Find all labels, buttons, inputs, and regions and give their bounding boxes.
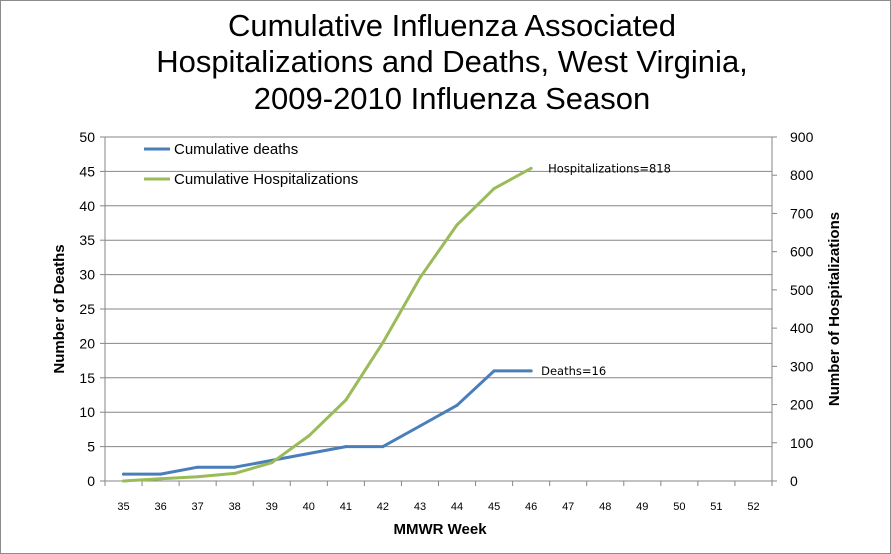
data-point — [159, 472, 163, 476]
x-tick-label: 35 — [117, 501, 129, 513]
y-left-tick-label: 10 — [79, 404, 95, 420]
data-point — [307, 451, 311, 455]
y-left-axis-label: Number of Deaths — [51, 244, 68, 373]
y-right-tick-label: 100 — [790, 435, 814, 451]
y-left-tick-label: 50 — [79, 129, 95, 145]
x-tick-label: 40 — [303, 501, 315, 513]
y-left-tick-label: 5 — [87, 439, 95, 455]
x-tick-label: 46 — [525, 501, 537, 513]
x-tick-label: 44 — [451, 501, 463, 513]
x-tick-label: 47 — [562, 501, 574, 513]
data-point — [418, 276, 422, 280]
y-left-tick-label: 15 — [79, 370, 95, 386]
data-point — [196, 475, 200, 479]
y-right-tick-labels: 0 100 200 300 400 500 600 700 800 900 — [790, 129, 814, 489]
legend: Cumulative deaths Cumulative Hospitaliza… — [144, 141, 358, 188]
y-left-tick-label: 25 — [79, 301, 95, 317]
x-axis-label: MMWR Week — [393, 521, 487, 538]
y-left-tick-label: 35 — [79, 232, 95, 248]
data-point — [122, 472, 126, 476]
series-line-hospitalizations — [122, 166, 533, 483]
x-tick-label: 52 — [747, 501, 759, 513]
end-label-hospitalizations: Hospitalizations=818 — [548, 161, 671, 175]
series — [122, 166, 533, 483]
x-tick-label: 43 — [414, 501, 426, 513]
y-left-tick-label: 45 — [79, 163, 95, 179]
data-point — [307, 434, 311, 438]
x-tick-label: 51 — [710, 501, 722, 513]
x-tick-label: 41 — [340, 501, 352, 513]
chart-title: Cumulative Influenza Associated Hospital… — [156, 8, 748, 116]
data-point — [418, 424, 422, 428]
y-left-tick-label: 40 — [79, 198, 95, 214]
y-right-tick-label: 200 — [790, 397, 814, 413]
legend-label-deaths: Cumulative deaths — [174, 141, 298, 158]
x-tick-label: 48 — [599, 501, 611, 513]
y-right-tick-label: 800 — [790, 167, 814, 183]
data-point — [344, 445, 348, 449]
x-tick-label: 50 — [673, 501, 685, 513]
x-tick-labels: 35 36 37 38 39 40 41 42 43 44 45 46 47 48 49 50 51 52 — [117, 501, 759, 513]
data-point — [233, 465, 237, 469]
x-tick-label: 42 — [377, 501, 389, 513]
data-point — [381, 341, 385, 345]
data-point — [492, 187, 496, 191]
y-right-tick-label: 700 — [790, 205, 814, 221]
data-point — [344, 398, 348, 402]
y-right-tick-label: 400 — [790, 320, 814, 336]
y-right-tick-label: 300 — [790, 358, 814, 374]
axes — [100, 136, 777, 486]
y-left-tick-label: 0 — [87, 473, 95, 489]
y-right-tick-label: 900 — [790, 129, 814, 145]
y-right-tick-label: 0 — [790, 473, 798, 489]
x-tick-label: 45 — [488, 501, 500, 513]
data-point — [492, 369, 496, 373]
y-left-tick-label: 20 — [79, 335, 95, 351]
data-point — [270, 461, 274, 465]
x-tick-label: 36 — [154, 501, 166, 513]
chart-title-line-3: 2009-2010 Influenza Season — [254, 81, 650, 116]
end-label-deaths: Deaths=16 — [541, 364, 606, 378]
data-point — [159, 477, 163, 481]
legend-label-hospitalizations: Cumulative Hospitalizations — [174, 171, 358, 188]
end-labels: Deaths=16 Hospitalizations=818 — [541, 161, 671, 378]
gridlines — [105, 136, 772, 448]
series-line-deaths — [122, 369, 533, 476]
chart-title-line-1: Cumulative Influenza Associated — [228, 8, 676, 43]
x-tick-label: 39 — [266, 501, 278, 513]
y-right-tick-label: 500 — [790, 282, 814, 298]
data-point — [455, 223, 459, 227]
data-point — [529, 166, 533, 170]
data-point — [233, 471, 237, 475]
chart-title-line-2: Hospitalizations and Deaths, West Virgin… — [156, 44, 748, 79]
y-left-tick-labels: 0 5 10 15 20 25 30 35 40 45 50 — [79, 129, 95, 489]
x-tick-label: 37 — [192, 501, 204, 513]
y-left-tick-label: 30 — [79, 267, 95, 283]
x-tick-label: 49 — [636, 501, 648, 513]
data-point — [381, 445, 385, 449]
x-tick-label: 38 — [229, 501, 241, 513]
y-right-tick-label: 600 — [790, 244, 814, 260]
data-point — [122, 479, 126, 483]
data-point — [529, 369, 533, 373]
data-point — [455, 403, 459, 407]
y-right-axis-label: Number of Hospitalizations — [826, 212, 843, 406]
data-point — [196, 465, 200, 469]
